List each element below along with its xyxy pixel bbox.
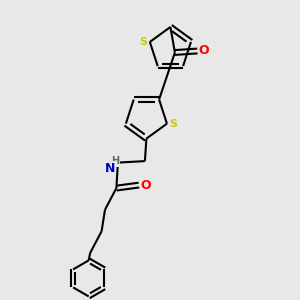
Text: H: H bbox=[111, 156, 120, 166]
Text: O: O bbox=[140, 178, 151, 192]
Text: S: S bbox=[139, 37, 147, 47]
Text: O: O bbox=[199, 44, 209, 58]
Text: S: S bbox=[169, 119, 178, 129]
Text: N: N bbox=[105, 161, 116, 175]
